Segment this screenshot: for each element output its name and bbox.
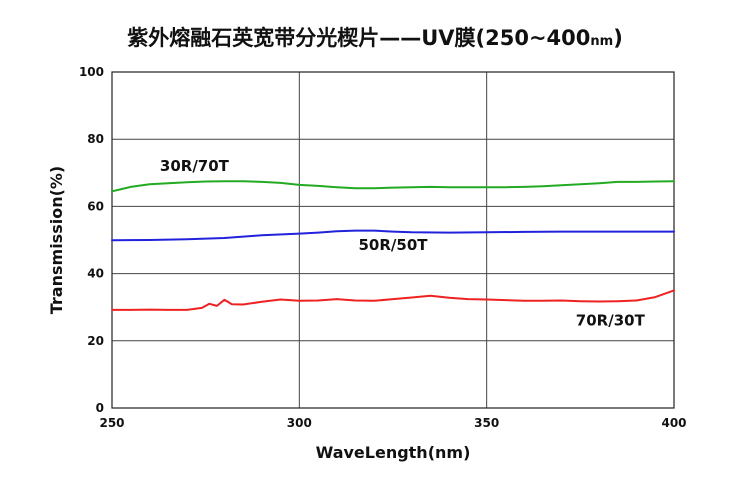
x-tick-label: 350 — [474, 416, 499, 430]
x-tick-labels: 250 300 350 400 — [99, 416, 686, 430]
x-tick-label: 250 — [99, 416, 124, 430]
series-line-70r-30t — [111, 289, 675, 311]
x-tick-label: 300 — [287, 416, 312, 430]
x-tick-label: 400 — [661, 416, 686, 430]
x-axis-label: WaveLength(nm) — [316, 443, 471, 462]
series-label: 30R/70T — [160, 157, 230, 175]
series-line-30r-70t — [111, 180, 675, 193]
chart-title-close: ) — [613, 26, 623, 50]
chart-title: 紫外熔融石英宽带分光楔片——UV膜(250~400nm) — [0, 22, 750, 52]
y-tick-label: 40 — [87, 267, 104, 281]
series-line-50r-50t — [111, 229, 675, 242]
y-tick-label: 80 — [87, 132, 104, 146]
y-tick-labels: 0 20 40 60 80 100 — [79, 65, 104, 415]
y-tick-label: 20 — [87, 334, 104, 348]
chart-title-main: 紫外熔融石英宽带分光楔片——UV膜(250~400 — [127, 26, 591, 50]
y-tick-label: 0 — [96, 401, 104, 415]
y-tick-label: 100 — [79, 65, 104, 79]
chart-title-unit: nm — [590, 34, 614, 49]
y-tick-label: 60 — [87, 199, 104, 213]
series-label: 50R/50T — [358, 236, 428, 254]
y-axis-label: Transmission(%) — [47, 166, 66, 314]
series-layer — [111, 180, 675, 311]
series-annotations: 30R/70T 50R/50T 70R/30T — [160, 157, 646, 330]
series-label: 70R/30T — [576, 312, 646, 330]
